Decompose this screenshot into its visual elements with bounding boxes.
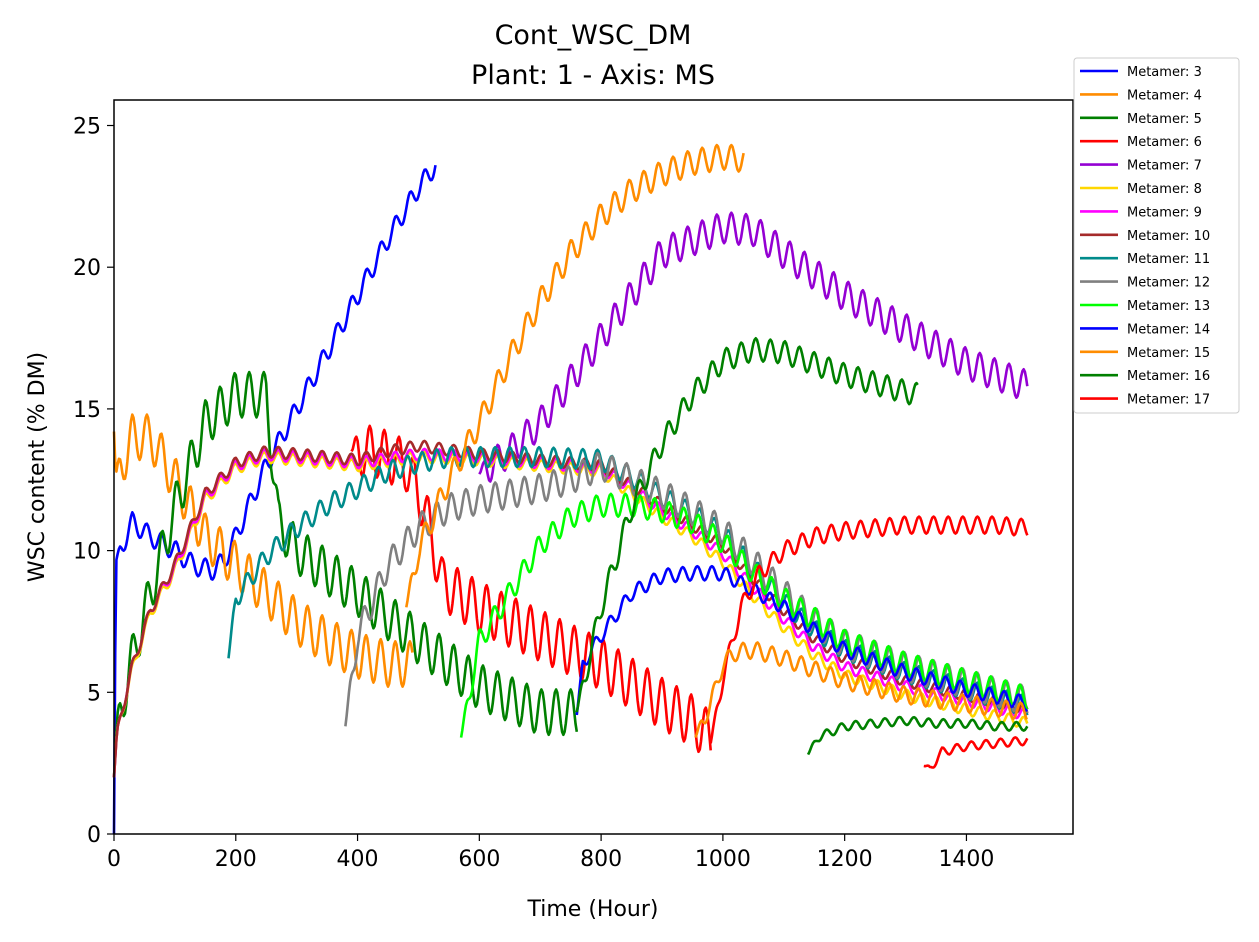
y-tick-label: 25 (73, 115, 101, 140)
x-tick-label: 1000 (695, 847, 751, 872)
y-tick-label: 0 (87, 823, 101, 848)
series-line-17 (709, 515, 1029, 744)
series-line-16 (575, 336, 919, 713)
series-line-13 (459, 492, 1029, 738)
y-axis-label: WSC content (% DM) (25, 352, 50, 582)
legend-label: Metamer: 3 (1127, 65, 1202, 80)
x-tick-label: 0 (107, 847, 121, 872)
x-axis: 0 200 400 600 800 1000 1200 1400 (107, 834, 994, 872)
legend-label: Metamer: 17 (1127, 393, 1210, 408)
series-line-4 (112, 413, 414, 688)
x-tick-label: 1200 (817, 847, 873, 872)
x-tick-label: 400 (337, 847, 379, 872)
legend-label: Metamer: 13 (1127, 299, 1210, 314)
y-tick-label: 10 (73, 540, 101, 565)
legend-label: Metamer: 4 (1127, 88, 1202, 103)
x-tick-label: 1400 (938, 847, 994, 872)
legend-label: Metamer: 11 (1127, 252, 1210, 267)
x-tick-label: 800 (580, 847, 622, 872)
legend-label: Metamer: 15 (1127, 346, 1210, 361)
series-line-5 (112, 370, 579, 778)
series-line-12 (344, 451, 1029, 727)
series-line-14 (575, 564, 1028, 716)
series-line-segment-17 (923, 736, 1029, 769)
chart-subtitle: Plant: 1 - Axis: MS (471, 60, 715, 91)
series-layer (112, 143, 1029, 835)
series-line-7 (478, 211, 1029, 483)
legend-label: Metamer: 10 (1127, 229, 1210, 244)
legend-label: Metamer: 14 (1127, 322, 1210, 337)
x-tick-label: 600 (458, 847, 500, 872)
legend-label: Metamer: 9 (1127, 205, 1202, 220)
legend-label: Metamer: 16 (1127, 369, 1210, 384)
y-tick-label: 5 (87, 681, 101, 706)
legend-label: Metamer: 6 (1127, 135, 1202, 150)
plot-area (112, 99, 1074, 835)
chart-title: Cont_WSC_DM (495, 20, 692, 51)
legend-label: Metamer: 5 (1127, 112, 1202, 127)
series-line-segment-15 (694, 641, 1028, 739)
series-line-15 (405, 143, 745, 608)
series-line-segment-16 (806, 715, 1029, 756)
plot-frame (113, 99, 1074, 835)
legend-label: Metamer: 8 (1127, 182, 1202, 197)
legend: Metamer: 3 Metamer: 4 Metamer: 5 Metamer: 6… (1073, 57, 1240, 414)
x-axis-label: Time (Hour) (527, 897, 659, 922)
x-tick-label: 200 (215, 847, 257, 872)
y-axis: 0 5 10 15 20 25 (73, 115, 114, 848)
legend-label: Metamer: 7 (1127, 159, 1202, 174)
y-tick-label: 20 (73, 256, 101, 281)
legend-label: Metamer: 12 (1127, 276, 1210, 291)
legend-box (1073, 57, 1240, 414)
y-tick-label: 15 (73, 398, 101, 423)
